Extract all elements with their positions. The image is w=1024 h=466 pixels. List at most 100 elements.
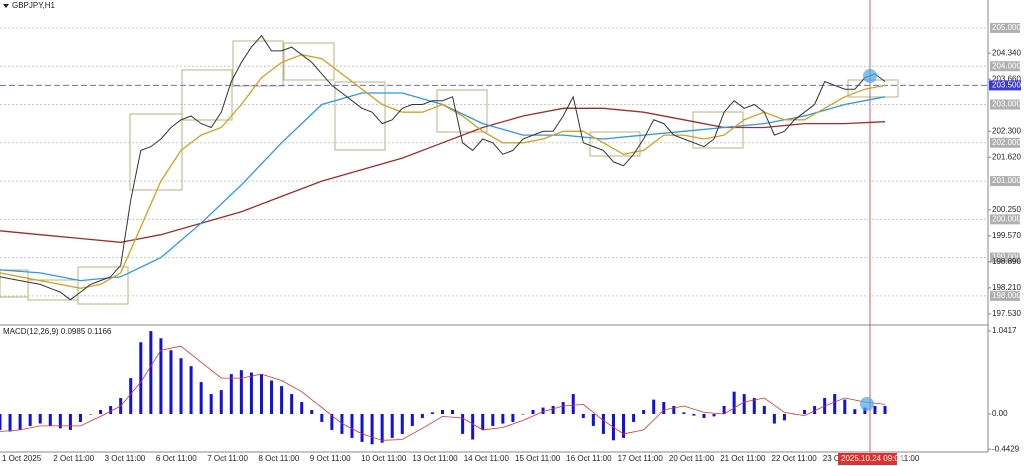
histogram-bar bbox=[591, 413, 595, 426]
histogram-bar bbox=[139, 342, 143, 414]
histogram-bar bbox=[78, 413, 82, 422]
x-tick-label: 3 Oct 11:00 bbox=[105, 454, 146, 463]
y-tick-label: 199.570 bbox=[992, 231, 1021, 240]
series-line bbox=[0, 34, 886, 301]
histogram-bar bbox=[109, 406, 113, 414]
highlight bbox=[863, 69, 877, 83]
histogram-bar bbox=[883, 406, 887, 414]
histogram-bar bbox=[159, 338, 163, 414]
y-tick-label: 202.300 bbox=[992, 126, 1021, 135]
y-tick-label: 200.250 bbox=[992, 205, 1021, 214]
histogram-bar bbox=[521, 413, 525, 415]
menu-triangle bbox=[3, 4, 9, 8]
histogram-bar bbox=[400, 413, 404, 434]
histogram-bar bbox=[601, 413, 605, 434]
histogram-bar bbox=[752, 398, 756, 414]
histogram-bar bbox=[441, 410, 444, 414]
histogram-bar bbox=[551, 406, 555, 414]
y-tick-label: 0.00 bbox=[992, 409, 1008, 418]
y-tick-label: -0.4429 bbox=[992, 444, 1020, 453]
y-tick-label: 201.620 bbox=[992, 152, 1021, 161]
histogram-bar bbox=[239, 370, 243, 414]
histogram-bar bbox=[199, 382, 203, 414]
boxes bbox=[0, 40, 899, 305]
histogram-bar bbox=[300, 402, 304, 414]
histogram-bar bbox=[350, 413, 354, 438]
chart-title: GBPJPY,H1 bbox=[12, 1, 56, 10]
histogram-bar bbox=[38, 413, 42, 424]
histogram-bar bbox=[179, 358, 183, 414]
histogram-bar bbox=[310, 410, 314, 414]
level-label: 199.000 bbox=[992, 253, 1021, 262]
histogram-bar bbox=[682, 412, 686, 414]
histogram-bar bbox=[762, 406, 766, 414]
series-line bbox=[0, 54, 886, 289]
histogram-bar bbox=[813, 406, 817, 414]
histogram-bar bbox=[209, 394, 213, 414]
x-tick-label: 6 Oct 11:00 bbox=[156, 454, 197, 463]
histogram-bar bbox=[169, 350, 173, 414]
histogram-bar bbox=[782, 413, 786, 421]
histogram-bar bbox=[531, 410, 535, 414]
histogram-bar bbox=[491, 413, 495, 426]
histogram-bar bbox=[360, 413, 364, 442]
histogram-bar bbox=[68, 413, 72, 430]
x-tick-label: 2 Oct 11:00 bbox=[53, 454, 94, 463]
histogram-bar bbox=[249, 372, 253, 414]
level-box bbox=[990, 99, 1020, 110]
level-label: 200.000 bbox=[992, 214, 1021, 223]
level-box bbox=[990, 214, 1020, 225]
histogram-bar bbox=[270, 380, 274, 414]
level-box bbox=[990, 290, 1020, 301]
histogram-bar bbox=[873, 406, 877, 414]
level-box bbox=[990, 176, 1020, 187]
level-box bbox=[990, 22, 1020, 33]
level-label: 201.000 bbox=[992, 176, 1021, 185]
histogram-bar bbox=[189, 366, 193, 414]
x-tick-label: 16 Oct 11:00 bbox=[566, 454, 612, 463]
histogram-bar bbox=[0, 413, 2, 430]
histogram-bar bbox=[129, 378, 133, 414]
histogram-bar bbox=[742, 394, 746, 414]
y-tick-label: 197.530 bbox=[992, 309, 1021, 318]
y-tick-label: 203.660 bbox=[992, 74, 1021, 83]
histogram-bar bbox=[632, 413, 636, 422]
level-box bbox=[990, 137, 1020, 148]
histogram-bar bbox=[420, 413, 424, 418]
histogram-bar bbox=[541, 407, 545, 414]
y-tick-label: 204.340 bbox=[992, 48, 1021, 57]
histogram-bar bbox=[501, 413, 505, 424]
histogram-bar bbox=[28, 413, 32, 426]
histogram-bar bbox=[853, 409, 857, 414]
histogram-bar bbox=[561, 402, 565, 414]
histogram-bar bbox=[149, 331, 153, 414]
histogram-bar bbox=[471, 413, 475, 440]
histogram-bar bbox=[843, 399, 847, 414]
current-price-box bbox=[989, 80, 1021, 91]
histogram-bar bbox=[692, 413, 696, 416]
series-line bbox=[0, 107, 886, 243]
highlight bbox=[860, 397, 874, 411]
histogram-bar bbox=[280, 386, 284, 414]
y-tick-label: 1.0417 bbox=[992, 326, 1017, 335]
current-price-label: 203.500 bbox=[992, 80, 1021, 89]
x-tick-label: 7 Oct 11:00 bbox=[207, 454, 248, 463]
level-label: 203.000 bbox=[992, 100, 1021, 109]
histogram-bar bbox=[461, 413, 465, 434]
level-box bbox=[990, 252, 1020, 263]
level-box bbox=[990, 61, 1020, 72]
histogram-bar bbox=[772, 413, 776, 424]
histogram-bar bbox=[652, 399, 656, 414]
x-tick-label: 20 Oct 11:00 bbox=[669, 454, 715, 463]
x-tick-label: 1 Oct 2025 bbox=[2, 454, 42, 463]
histogram-bar bbox=[702, 413, 706, 418]
y-tick-label: 198.210 bbox=[992, 283, 1021, 292]
histogram-bar bbox=[571, 394, 575, 414]
histogram-bar bbox=[58, 413, 62, 429]
level-label: 205.000 bbox=[992, 23, 1021, 32]
histogram-bar bbox=[581, 413, 585, 418]
level-label: 198.000 bbox=[992, 291, 1021, 300]
histogram-bar bbox=[410, 413, 414, 426]
histogram-bar bbox=[99, 410, 103, 414]
